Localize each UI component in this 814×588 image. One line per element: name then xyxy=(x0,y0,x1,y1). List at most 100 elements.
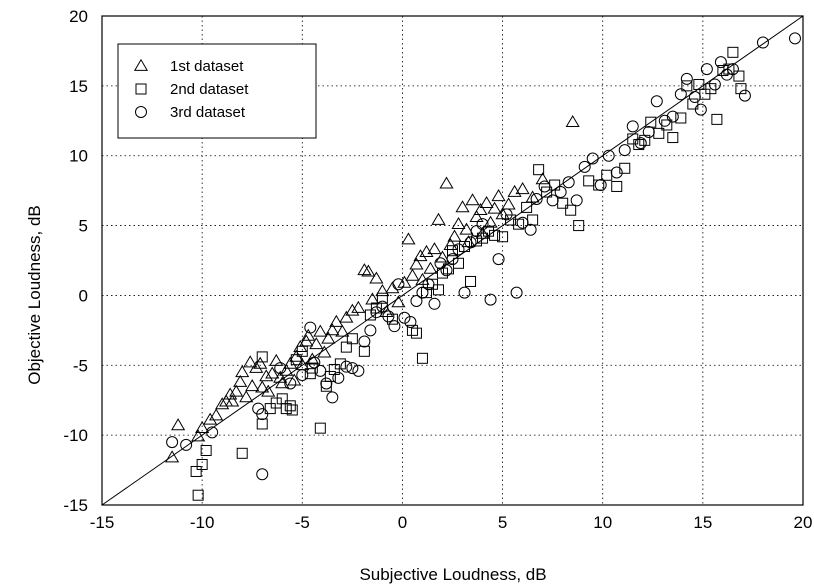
circle-point xyxy=(428,297,441,310)
circle-point xyxy=(586,152,599,165)
triangle-point xyxy=(435,250,450,263)
square-point xyxy=(447,245,458,257)
circle-point xyxy=(708,78,721,91)
y-tick-label: -10 xyxy=(63,426,88,445)
square-point xyxy=(601,169,613,181)
y-tick-label: -5 xyxy=(73,356,88,375)
square-point xyxy=(733,70,745,82)
circle-point xyxy=(546,194,559,207)
triangle-point xyxy=(447,229,462,242)
square-point xyxy=(667,132,679,144)
legend-label: 2nd dataset xyxy=(170,81,249,98)
square-point xyxy=(471,235,483,247)
circle-point xyxy=(284,377,297,390)
square-point xyxy=(304,368,316,380)
triangle-point xyxy=(439,176,454,189)
triangle-point xyxy=(171,418,186,431)
square-point xyxy=(236,447,248,459)
square-point xyxy=(420,287,432,299)
circle-point xyxy=(256,408,269,421)
circle-point xyxy=(674,88,687,101)
circle-point xyxy=(274,362,287,375)
x-axis-title: Subjective Loudness, dB xyxy=(359,565,546,584)
legend-marker-square xyxy=(135,83,147,95)
square-point xyxy=(541,186,553,198)
circle-point xyxy=(714,56,727,69)
y-tick-label: -15 xyxy=(63,496,88,515)
circle-point xyxy=(530,193,543,206)
square-point xyxy=(286,404,298,416)
circle-point xyxy=(570,194,583,207)
circle-point xyxy=(688,91,701,104)
triangle-point xyxy=(261,384,276,397)
y-tick-label: 0 xyxy=(79,286,88,305)
square-point xyxy=(284,400,296,412)
circle-point xyxy=(602,149,615,162)
triangle-point xyxy=(365,292,380,305)
square-point xyxy=(477,232,489,244)
triangle-point xyxy=(525,190,540,203)
circle-point xyxy=(788,32,801,45)
square-point xyxy=(459,241,471,253)
square-point xyxy=(386,313,398,325)
square-point xyxy=(328,363,340,375)
circle-point xyxy=(666,110,679,123)
x-tick-label: 0 xyxy=(398,513,407,532)
square-point xyxy=(334,358,346,370)
square-point xyxy=(358,345,370,357)
square-point xyxy=(376,292,388,304)
circle-point xyxy=(340,360,353,373)
triangle-point xyxy=(423,261,438,274)
legend-marker-circle xyxy=(135,106,147,118)
square-point xyxy=(196,458,208,470)
circle-point xyxy=(510,286,523,299)
circle-point xyxy=(422,278,435,291)
circle-point xyxy=(180,438,193,451)
circle-point xyxy=(166,436,179,449)
square-point xyxy=(583,175,595,187)
legend-items: 1st dataset 2nd dataset 3rd dataset xyxy=(133,58,249,121)
circle-point xyxy=(610,166,623,179)
circle-point xyxy=(726,63,739,76)
circle-point xyxy=(346,362,359,375)
square-point xyxy=(200,445,212,457)
triangle-point xyxy=(329,314,344,327)
triangle-point xyxy=(165,450,180,463)
triangle-point xyxy=(223,387,238,400)
circle-point xyxy=(700,63,713,76)
triangle-point xyxy=(269,353,284,366)
square-point xyxy=(687,98,699,110)
square-point xyxy=(705,83,717,95)
triangle-point xyxy=(451,216,466,230)
square-point xyxy=(406,324,418,336)
legend-marker-triangle xyxy=(133,58,149,71)
triangle-point xyxy=(357,263,372,276)
triangle-point xyxy=(479,196,494,209)
circle-point xyxy=(680,72,693,85)
square-point xyxy=(639,134,651,146)
triangle-point xyxy=(309,337,324,350)
triangle-point xyxy=(209,408,224,421)
series-1 xyxy=(165,114,580,463)
square-point xyxy=(521,201,533,213)
triangle-point xyxy=(253,356,268,369)
triangle-point xyxy=(413,249,428,262)
triangle-point xyxy=(427,242,442,255)
square-point xyxy=(432,284,444,296)
triangle-point xyxy=(507,184,522,197)
triangle-point xyxy=(443,237,458,250)
triangle-point xyxy=(419,244,434,257)
triangle-point xyxy=(431,212,446,225)
x-tick-labels: -15 -10 -5 0 5 10 15 20 xyxy=(90,513,813,532)
triangle-point xyxy=(279,363,294,376)
square-point xyxy=(410,327,422,339)
circle-point xyxy=(304,321,317,334)
square-point xyxy=(370,302,382,314)
triangle-point xyxy=(265,366,280,379)
legend-box xyxy=(117,43,317,139)
square-point xyxy=(264,403,276,415)
triangle-point xyxy=(255,380,270,393)
circle-point xyxy=(470,225,483,238)
triangle-point xyxy=(317,345,332,358)
